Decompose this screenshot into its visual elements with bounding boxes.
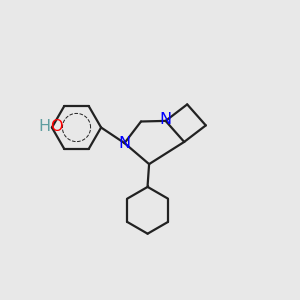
- Text: H: H: [38, 119, 50, 134]
- Text: O: O: [50, 119, 63, 134]
- Text: N: N: [160, 112, 172, 127]
- Text: N: N: [118, 136, 130, 151]
